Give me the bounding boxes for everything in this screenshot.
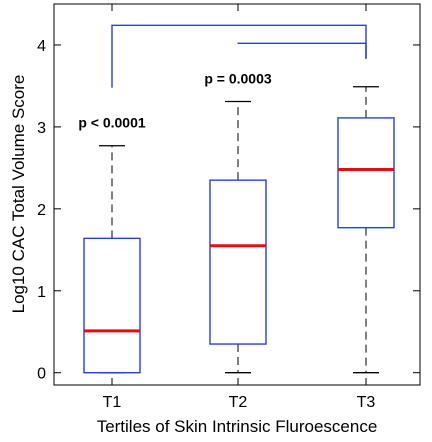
bracket-t2-t3: p = 0.0003 — [204, 42, 367, 87]
iqr-box — [209, 179, 267, 345]
boxes — [83, 86, 395, 374]
x-tick-label: T2 — [229, 394, 248, 411]
y-tick-label: 4 — [37, 38, 46, 55]
p-value-label: p = 0.0003 — [204, 71, 272, 87]
box-t1 — [83, 145, 141, 374]
y-axis: 0 1 2 3 4 — [37, 38, 420, 383]
x-axis: T1 T2 T3 — [103, 4, 376, 411]
box-t2 — [209, 100, 267, 374]
x-tick-label: T3 — [357, 394, 376, 411]
y-tick-label: 2 — [37, 202, 46, 219]
p-value-label: p < 0.0001 — [78, 115, 146, 131]
bracket-line — [237, 42, 367, 59]
y-tick-label: 0 — [37, 366, 46, 383]
bracket-t1-t3: p < 0.0001 — [78, 24, 367, 131]
y-tick-label: 1 — [37, 284, 46, 301]
y-tick-label: 3 — [37, 120, 46, 137]
y-axis-label: Log10 CAC Total Volume Score — [9, 75, 28, 314]
bracket-line — [111, 24, 367, 88]
iqr-box — [337, 117, 395, 229]
plot-area — [53, 3, 421, 386]
x-tick-label: T1 — [103, 394, 122, 411]
significance-brackets: p < 0.0001 p = 0.0003 — [78, 24, 367, 131]
box-t3 — [337, 86, 395, 374]
x-axis-label: Tertiles of Skin Intrinsic Fluroescence — [97, 417, 378, 436]
iqr-box — [83, 237, 141, 374]
